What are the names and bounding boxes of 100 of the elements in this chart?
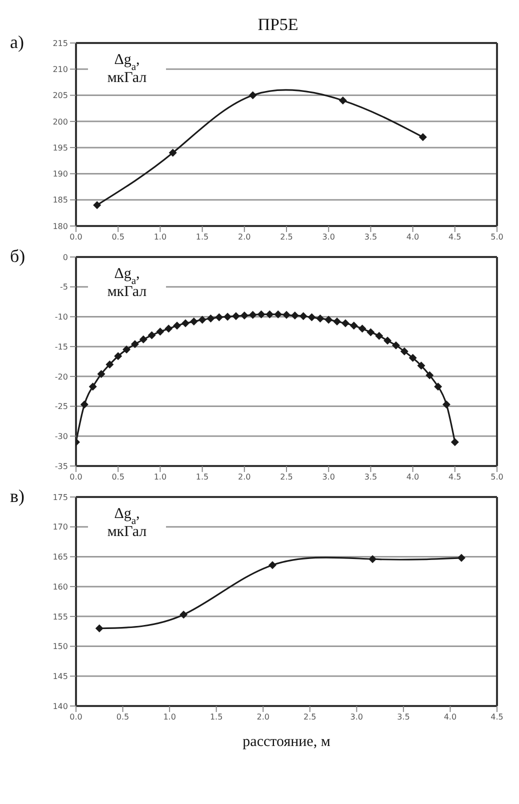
y-axis-title: Δg$_{a}$, мкГал [107, 266, 148, 300]
point [266, 310, 274, 318]
x-tick-label: 3.5 [364, 472, 378, 482]
x-tick-label: 4.0 [444, 712, 457, 722]
point [139, 335, 148, 344]
x-tick-label: 0.0 [70, 232, 82, 242]
point [181, 319, 190, 328]
x-tick-label: 1.5 [210, 712, 223, 722]
y-tick-label: 160 [52, 582, 68, 592]
point [408, 354, 417, 362]
y-tick-label: 180 [52, 222, 68, 231]
y-tick-label: -10 [54, 312, 68, 322]
y-tick-label: 215 [52, 38, 68, 48]
point [148, 331, 156, 340]
point [173, 322, 182, 330]
chart-title: ПР5E [258, 15, 298, 34]
point [434, 382, 442, 391]
y-tick-label: -30 [54, 432, 68, 441]
point [224, 312, 232, 321]
x-tick-label: 2.5 [280, 232, 293, 242]
y-tick-label: 195 [52, 143, 68, 152]
x-tick-label: 2.0 [238, 232, 251, 242]
point [308, 313, 316, 322]
y-tick-label: 205 [52, 91, 68, 100]
point [274, 310, 282, 318]
point [156, 328, 164, 336]
x-tick-label: 5.0 [490, 232, 504, 242]
x-tick-label: 2.5 [304, 712, 316, 722]
x-axis-title: расстояние, м [242, 734, 331, 750]
point [106, 360, 114, 368]
x-tick-label: 1.5 [196, 232, 209, 242]
point [457, 554, 466, 562]
y-axis-title: Δg$_{a}$, мкГал [107, 506, 148, 540]
y-tick-label: 200 [52, 117, 68, 126]
point [299, 312, 308, 320]
point [93, 201, 102, 210]
point [333, 317, 342, 326]
x-tick-label: 3.0 [322, 472, 335, 482]
point [384, 336, 392, 345]
text: б) [10, 246, 26, 266]
y-tick-label: -15 [54, 342, 68, 352]
x-tick-label: 0.5 [112, 232, 124, 242]
x-tick-label: 1.0 [163, 712, 176, 722]
point [358, 324, 366, 333]
x-tick-label: 1.5 [196, 472, 209, 482]
y-tick-label: 145 [52, 672, 68, 681]
point [341, 319, 350, 328]
point [190, 317, 198, 326]
text: в) [10, 486, 24, 506]
point [130, 340, 139, 348]
point [368, 555, 377, 564]
point [338, 96, 347, 105]
x-tick-label: 1.0 [154, 472, 167, 482]
point [426, 371, 434, 380]
y-tick-label: 0 [62, 252, 68, 262]
point [442, 400, 450, 408]
point [392, 341, 400, 350]
point [324, 316, 333, 324]
y-tick-label: 140 [52, 702, 68, 711]
x-tick-label: 4.0 [406, 232, 420, 242]
y-tick-label: 155 [52, 612, 68, 622]
y-tick-label: -20 [54, 372, 68, 382]
point [80, 400, 88, 408]
y-tick-label: 170 [52, 522, 68, 532]
x-tick-label: 4.5 [490, 712, 504, 722]
point [366, 328, 375, 336]
point [290, 312, 299, 320]
x-tick-label: 0.5 [112, 472, 124, 482]
y-tick-label: 165 [52, 552, 68, 562]
point [232, 312, 240, 320]
point [95, 624, 104, 632]
point [350, 322, 358, 330]
x-tick-label: 0.0 [70, 712, 82, 722]
point [450, 438, 459, 446]
point [418, 133, 427, 142]
point [282, 310, 290, 319]
x-tick-label: 2.0 [238, 472, 251, 482]
y-tick-label: 185 [52, 196, 68, 205]
point [97, 370, 106, 378]
point [400, 347, 408, 356]
x-tick-label: 4.0 [406, 472, 420, 482]
y-tick-label: 190 [52, 170, 68, 179]
y-tick-label: -5 [60, 282, 68, 292]
y-tick-label: -35 [54, 462, 68, 471]
point [168, 148, 177, 157]
y-tick-label: 210 [52, 64, 68, 74]
point [375, 332, 384, 340]
x-tick-label: 1.0 [154, 232, 167, 242]
y-axis-title: Δg$_{a}$, мкГал [107, 52, 148, 86]
x-tick-label: 4.5 [448, 232, 462, 242]
x-tick-label: 4.5 [448, 472, 462, 482]
point [88, 382, 97, 391]
x-tick-label: 0.5 [116, 712, 130, 722]
point [114, 352, 122, 360]
point [248, 310, 257, 319]
x-tick-label: 3.0 [350, 712, 364, 722]
point [122, 346, 131, 354]
point [268, 561, 276, 570]
y-tick-label: 175 [52, 492, 68, 502]
x-tick-label: 3.0 [322, 232, 335, 242]
